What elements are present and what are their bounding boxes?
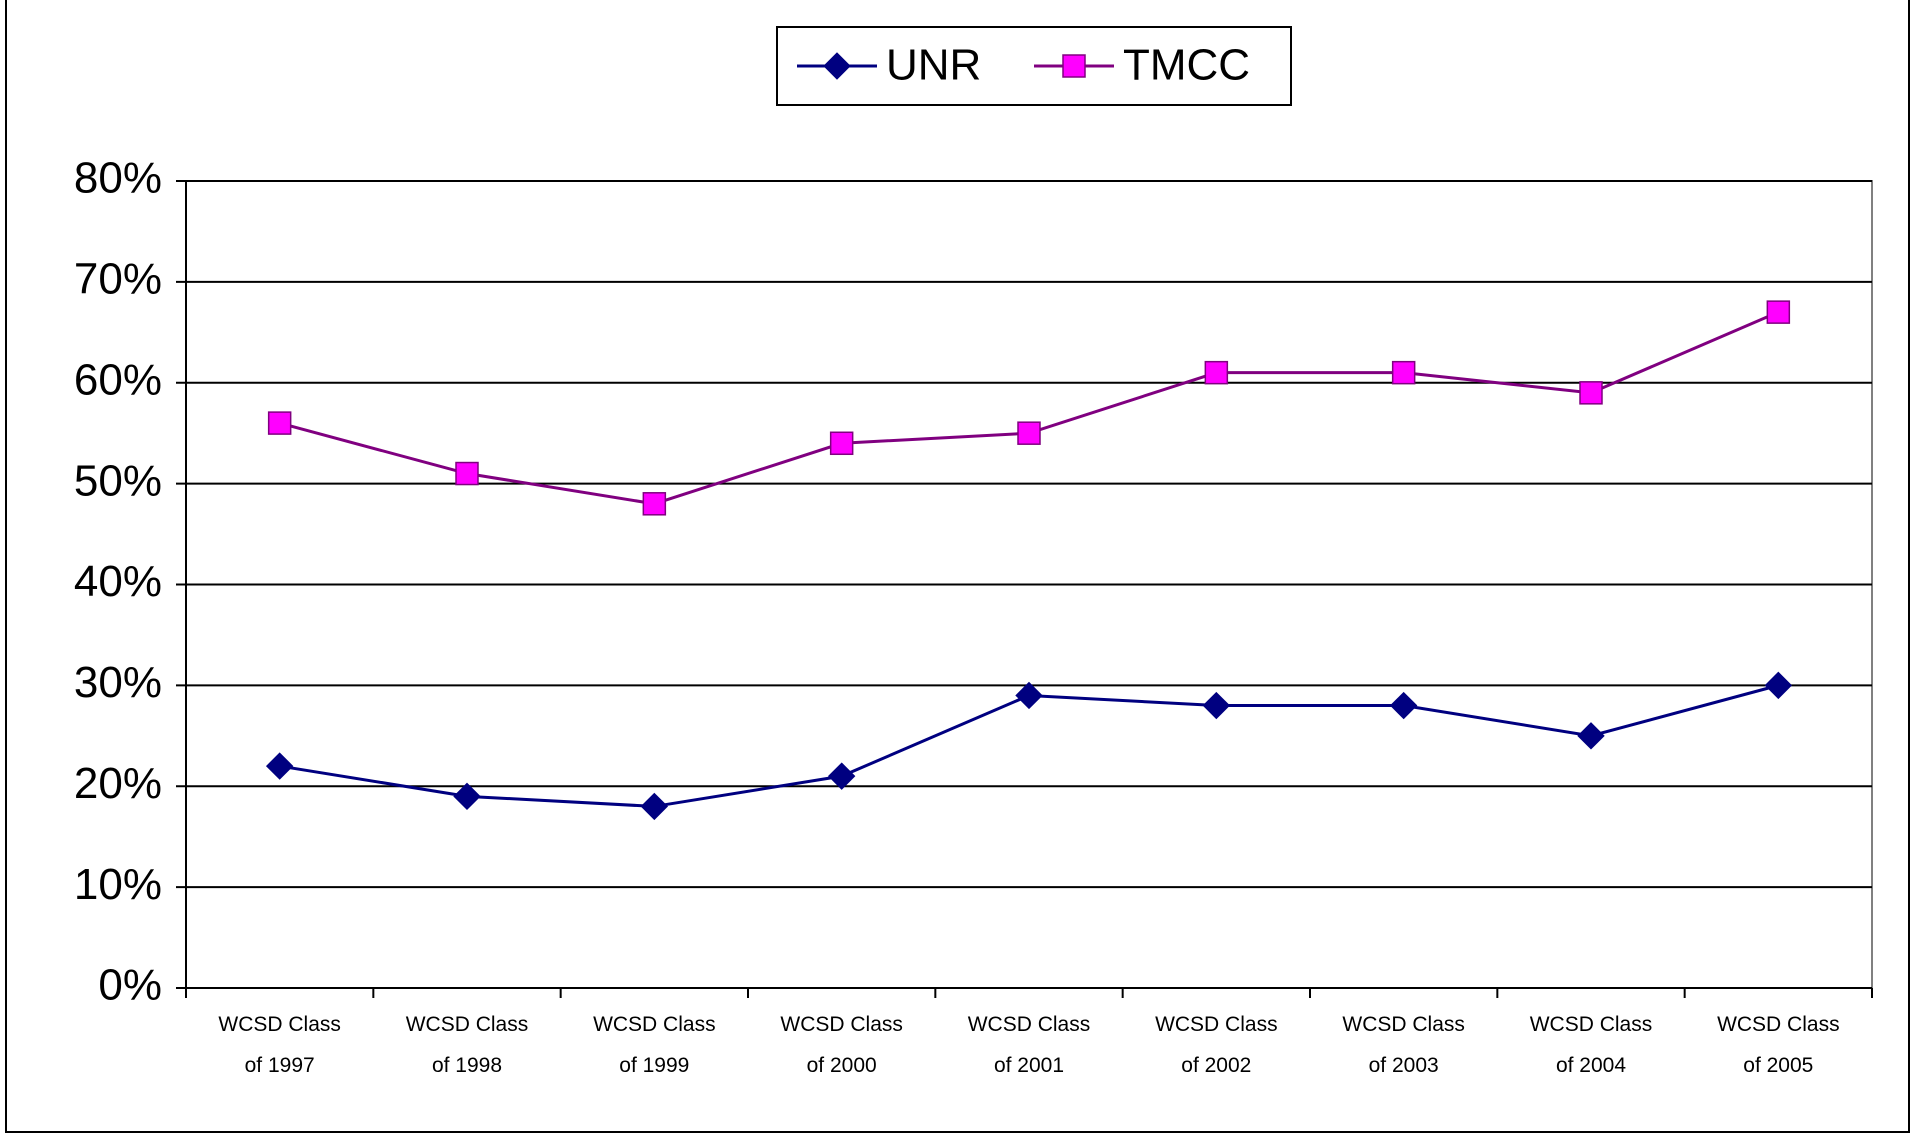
x-tick-label: WCSD Class of 2001 xyxy=(967,1013,1091,1077)
y-tick-label: 30% xyxy=(74,658,162,707)
x-tick-label: WCSD Class of 2005 xyxy=(1717,1013,1840,1077)
y-tick-label: 70% xyxy=(74,255,162,304)
data-point xyxy=(453,782,481,811)
legend-label: UNR xyxy=(886,41,981,90)
data-point xyxy=(827,762,856,790)
y-tick-label: 10% xyxy=(74,860,162,909)
data-point xyxy=(1766,300,1791,324)
data-point xyxy=(455,461,479,486)
y-tick-label: 60% xyxy=(74,355,162,404)
x-tick-label: WCSD Class of 1997 xyxy=(218,1013,341,1077)
x-tick-label: WCSD Class of 2000 xyxy=(780,1013,903,1077)
y-tick-label: 50% xyxy=(74,456,162,505)
y-tick-label: 40% xyxy=(74,557,162,606)
data-point xyxy=(1391,360,1416,385)
x-tick-label: WCSD Class of 2002 xyxy=(1155,1013,1278,1077)
data-point xyxy=(1764,671,1793,700)
data-point xyxy=(265,752,294,780)
x-tick-label: WCSD Class of 2004 xyxy=(1529,1013,1653,1077)
legend-marker xyxy=(823,52,851,80)
y-tick-label: 20% xyxy=(74,759,162,808)
data-point xyxy=(642,492,667,516)
legend-marker xyxy=(1062,54,1086,78)
x-tick-label: WCSD Class of 1999 xyxy=(593,1013,716,1077)
y-tick-label: 0% xyxy=(98,961,162,1010)
data-point xyxy=(1204,360,1229,385)
data-point xyxy=(1015,681,1043,710)
data-point xyxy=(1579,381,1603,405)
y-tick-label: 80% xyxy=(74,154,162,203)
legend-label: TMCC xyxy=(1123,41,1250,90)
data-point xyxy=(1202,691,1231,720)
data-point xyxy=(267,411,292,435)
data-point xyxy=(829,431,854,456)
data-point xyxy=(640,792,669,821)
data-point xyxy=(1017,421,1041,445)
x-tick-label: WCSD Class of 2003 xyxy=(1342,1013,1465,1077)
data-point xyxy=(1389,691,1418,720)
x-tick-label: WCSD Class of 1998 xyxy=(405,1013,529,1077)
data-point xyxy=(1577,722,1605,750)
